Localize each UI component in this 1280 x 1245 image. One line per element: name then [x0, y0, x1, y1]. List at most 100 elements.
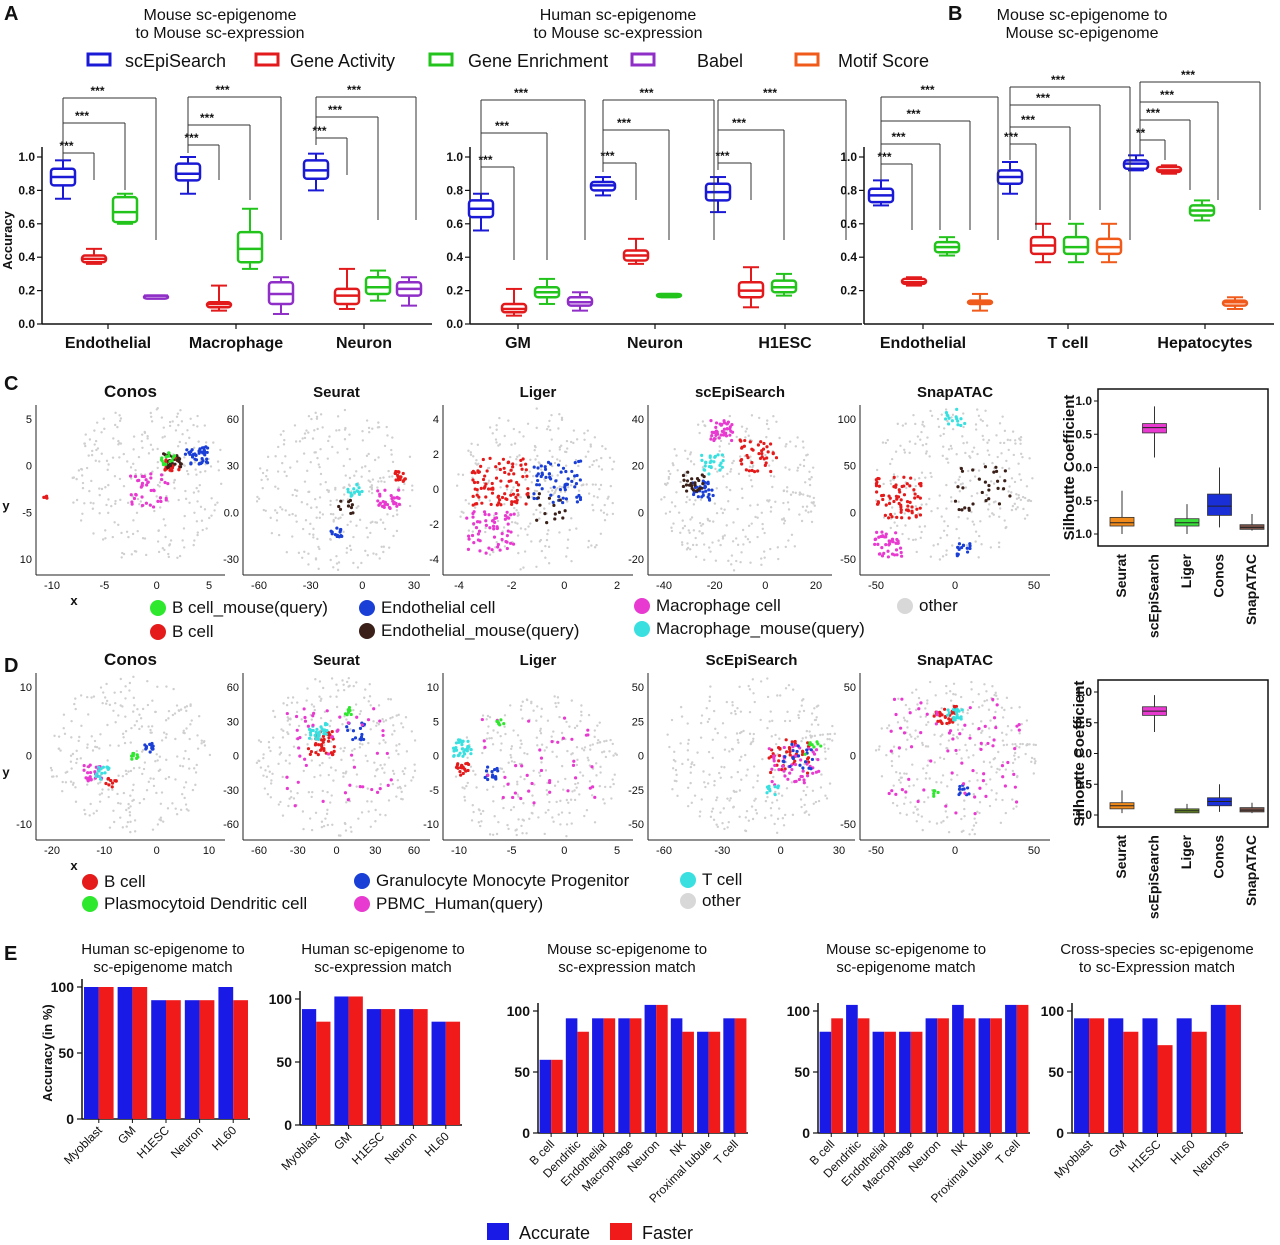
point-other [756, 779, 759, 783]
point [711, 493, 715, 498]
point [360, 732, 364, 737]
point-other [985, 783, 988, 786]
point-other [150, 725, 154, 728]
point [707, 472, 711, 476]
point [776, 784, 780, 788]
point-other [945, 553, 948, 557]
point-other [711, 807, 715, 810]
point [516, 493, 520, 497]
point-other [554, 488, 558, 492]
point [510, 500, 514, 504]
point-other [488, 553, 492, 556]
point-other [63, 732, 67, 736]
point [511, 465, 515, 469]
point-other [507, 761, 510, 764]
point-other [877, 748, 881, 751]
point [780, 768, 784, 772]
point-other [184, 497, 188, 501]
point [465, 516, 469, 520]
point-other [813, 707, 816, 710]
point-other [968, 733, 972, 737]
point-other [358, 712, 362, 716]
point [499, 503, 503, 507]
chart-title: sc-expression match [314, 959, 452, 976]
point [320, 746, 324, 751]
point-other [1019, 438, 1022, 442]
point-other [716, 731, 719, 735]
point-other [1034, 760, 1037, 763]
point-other [281, 508, 284, 511]
point-other [921, 741, 924, 745]
point [554, 479, 558, 483]
point [889, 749, 893, 753]
point-other [267, 740, 271, 744]
point-other [132, 435, 136, 438]
bar-accurate [952, 1004, 964, 1133]
x-tick-label: 0 [762, 580, 768, 592]
point-other [587, 713, 591, 717]
point-other [369, 728, 372, 731]
point-other [587, 539, 591, 543]
point-other [983, 683, 986, 686]
point [298, 754, 302, 758]
point-other [603, 503, 606, 507]
point [769, 770, 773, 775]
point-other [367, 426, 371, 430]
point-other [972, 793, 975, 796]
x-tick-label: 0 [333, 845, 339, 857]
point-other [805, 454, 808, 457]
point-other [596, 496, 599, 499]
point-other [269, 796, 273, 799]
point-other [924, 476, 927, 479]
point-other [593, 729, 597, 732]
point [1001, 775, 1005, 779]
point [330, 729, 334, 734]
point [343, 791, 348, 795]
point-other [343, 438, 347, 441]
point [524, 502, 528, 506]
y-tick-label: -2 [429, 519, 439, 531]
sig-label: *** [478, 153, 492, 167]
point-other [288, 753, 291, 757]
point-other [746, 768, 749, 771]
point-other [960, 830, 964, 833]
point-other [1025, 485, 1029, 488]
point-other [189, 723, 192, 726]
x-tick-label: NK [948, 1137, 970, 1159]
point-other [565, 439, 569, 443]
point-other [129, 830, 132, 834]
point [940, 721, 944, 726]
point-other [998, 475, 1002, 479]
point-other [192, 543, 195, 547]
point [949, 718, 953, 722]
point [376, 489, 380, 493]
point-other [776, 694, 779, 697]
point-other [923, 800, 926, 804]
point-other [671, 767, 675, 770]
point [484, 769, 489, 773]
y-tick-label: 0 [433, 751, 439, 763]
point-other [177, 498, 180, 502]
point [499, 718, 503, 722]
y-tick-label: 5 [26, 414, 32, 426]
point-other [84, 433, 87, 436]
point-other [313, 708, 317, 712]
point-other [980, 731, 983, 735]
bar-accurate [846, 1004, 858, 1133]
point-other [944, 408, 948, 411]
point-other [538, 771, 541, 774]
point-other [493, 815, 496, 818]
point-other [74, 707, 77, 711]
point-other [708, 546, 711, 549]
point-other [999, 821, 1003, 825]
point-other [69, 780, 73, 783]
point-other [387, 546, 391, 549]
y-axis-label: y [2, 765, 10, 780]
point [94, 765, 98, 769]
point-other [357, 817, 360, 820]
point-other [1006, 724, 1010, 728]
point-other [129, 820, 132, 824]
point-other [676, 469, 679, 472]
point-other [803, 762, 806, 766]
point [471, 494, 475, 499]
